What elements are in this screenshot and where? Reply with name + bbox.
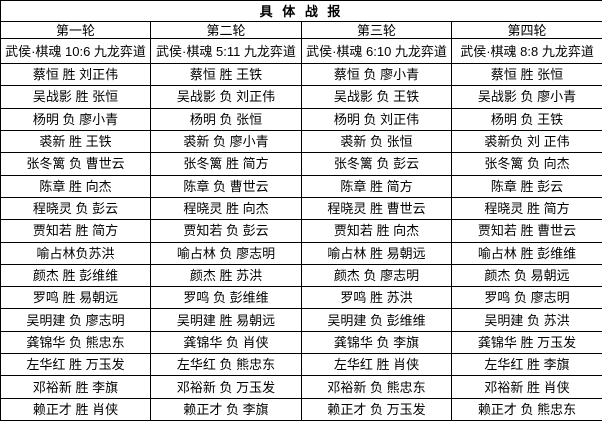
match-result-cell: 邓裕新 负 万玉发 <box>150 375 302 399</box>
title-row: 具 体 战 报 <box>0 0 602 22</box>
match-result-cell: 张冬篱 胜 简方 <box>150 152 302 176</box>
match-result-cell: 裘新 负 廖小青 <box>150 129 302 154</box>
table-row: 赖正才 胜 肖侠 赖正才 负 李旗 赖正才 负 万玉发 赖正才 负 熊忠东 <box>0 397 602 421</box>
match-result-cell: 龚锦华 负 熊忠东 <box>0 330 151 355</box>
match-result-cell: 罗鸣 负 彭维维 <box>150 286 302 310</box>
match-result-cell: 裘新 负 张恒 <box>301 129 452 154</box>
match-result-cell: 吴战影 胜 张恒 <box>0 85 151 109</box>
match-result-cell: 左华红 胜 肖侠 <box>301 353 452 377</box>
match-result-cell: 杨明 负 刘正伟 <box>301 107 452 131</box>
match-result-cell: 吴明建 负 彭维维 <box>301 308 452 332</box>
match-result-cell: 邓裕新 胜 肖侠 <box>450 375 602 399</box>
match-result-cell: 张冬篱 负 曹世云 <box>0 152 151 176</box>
match-result-cell: 杨明 负 廖小青 <box>0 107 151 131</box>
match-result-cell: 喻占林 胜 易朝远 <box>301 241 452 265</box>
table-row: 邓裕新 胜 李旗 邓裕新 负 万玉发 邓裕新 负 熊忠东 邓裕新 胜 肖侠 <box>0 375 602 399</box>
match-result-cell: 左华红 负 熊忠东 <box>150 353 302 377</box>
round-header-1: 第一轮 <box>0 21 151 39</box>
match-result-cell: 蔡恒 胜 王铁 <box>150 62 302 87</box>
match-result-cell: 赖正才 负 万玉发 <box>301 397 452 421</box>
match-result-cell: 龚锦华 负 肖侠 <box>150 330 302 355</box>
match-result-cell: 颜杰 胜 苏洪 <box>150 263 302 288</box>
match-result-cell: 喻占林负苏洪 <box>0 241 151 265</box>
match-result-cell: 贾知若 负 彭云 <box>150 219 302 243</box>
header-row: 第一轮 第二轮 第三轮 第四轮 <box>0 21 602 39</box>
match-result-cell: 蔡恒 负 廖小青 <box>301 62 452 87</box>
round-score-link-4[interactable]: 武侯·棋魂 8:8 九龙弈道 <box>450 38 602 64</box>
match-result-cell: 邓裕新 胜 李旗 <box>0 375 151 399</box>
match-result-cell: 陈章 胜 简方 <box>301 174 452 198</box>
match-result-cell: 罗鸣 胜 易朝远 <box>0 286 151 310</box>
match-result-cell: 裘新负 刘 正伟 <box>450 129 602 154</box>
match-result-cell: 颜杰 负 易朝远 <box>450 263 602 288</box>
match-result-cell: 赖正才 负 熊忠东 <box>450 397 602 421</box>
table-row: 蔡恒 胜 刘正伟 蔡恒 胜 王铁 蔡恒 负 廖小青 蔡恒 胜 张恒 <box>0 62 602 87</box>
match-result-cell: 赖正才 胜 肖侠 <box>0 397 151 421</box>
table-row: 吴明建 负 廖志明 吴明建 胜 易朝远 吴明建 负 彭维维 吴明建 负 苏洪 <box>0 308 602 332</box>
table-row: 程晓灵 负 彭云 程晓灵 胜 向杰 程晓灵 胜 曹世云 程晓灵 胜 简方 <box>0 196 602 221</box>
match-result-cell: 程晓灵 负 彭云 <box>0 196 151 221</box>
match-result-cell: 杨明 负 王铁 <box>450 107 602 131</box>
match-result-cell: 吴战影 负 王铁 <box>301 85 452 109</box>
report-title: 具 体 战 报 <box>0 0 602 22</box>
match-result-cell: 吴明建 胜 易朝远 <box>150 308 302 332</box>
match-result-cell: 裘新 胜 王铁 <box>0 129 151 154</box>
match-result-cell: 龚锦华 胜 万玉发 <box>450 330 602 355</box>
match-result-cell: 吴战影 负 廖小青 <box>450 85 602 109</box>
table-row: 陈章 胜 向杰 陈章 负 曹世云 陈章 胜 简方 陈章 胜 彭云 <box>0 174 602 198</box>
match-result-cell: 张冬篱 负 向杰 <box>450 152 602 176</box>
match-result-cell: 吴战影 负 刘正伟 <box>150 85 302 109</box>
match-result-cell: 吴明建 负 廖志明 <box>0 308 151 332</box>
match-result-cell: 左华红 胜 李旗 <box>450 353 602 377</box>
match-result-cell: 程晓灵 胜 曹世云 <box>301 196 452 221</box>
table-row: 颜杰 胜 彭维维 颜杰 胜 苏洪 颜杰 负 廖志明 颜杰 负 易朝远 <box>0 263 602 288</box>
match-result-cell: 龚锦华 负 李旗 <box>301 330 452 355</box>
match-result-cell: 陈章 胜 向杰 <box>0 174 151 198</box>
match-result-cell: 贾知若 胜 曹世云 <box>450 219 602 243</box>
table-row: 罗鸣 胜 易朝远 罗鸣 负 彭维维 罗鸣 胜 苏洪 罗鸣 负 廖志明 <box>0 286 602 310</box>
table-row: 张冬篱 负 曹世云 张冬篱 胜 简方 张冬篱 负 彭云 张冬篱 负 向杰 <box>0 152 602 176</box>
match-result-cell: 罗鸣 胜 苏洪 <box>301 286 452 310</box>
match-result-cell: 左华红 胜 万玉发 <box>0 353 151 377</box>
table-row: 裘新 胜 王铁 裘新 负 廖小青 裘新 负 张恒 裘新负 刘 正伟 <box>0 129 602 154</box>
match-result-cell: 邓裕新 负 熊忠东 <box>301 375 452 399</box>
round-header-2: 第二轮 <box>150 21 302 39</box>
match-result-cell: 陈章 负 曹世云 <box>150 174 302 198</box>
score-row: 武侯·棋魂 10:6 九龙弈道 武侯·棋魂 5:11 九龙弈道 武侯·棋魂 6:… <box>0 38 602 64</box>
round-score-link-3[interactable]: 武侯·棋魂 6:10 九龙弈道 <box>301 38 452 64</box>
round-score-link-2[interactable]: 武侯·棋魂 5:11 九龙弈道 <box>150 38 302 64</box>
round-header-3: 第三轮 <box>301 21 452 39</box>
match-result-cell: 罗鸣 负 廖志明 <box>450 286 602 310</box>
round-score-link-1[interactable]: 武侯·棋魂 10:6 九龙弈道 <box>0 38 151 64</box>
round-header-4: 第四轮 <box>450 21 602 39</box>
table-row: 吴战影 胜 张恒 吴战影 负 刘正伟 吴战影 负 王铁 吴战影 负 廖小青 <box>0 85 602 109</box>
match-result-cell: 蔡恒 胜 刘正伟 <box>0 62 151 87</box>
table-row: 左华红 胜 万玉发 左华红 负 熊忠东 左华红 胜 肖侠 左华红 胜 李旗 <box>0 353 602 377</box>
match-result-cell: 张冬篱 负 彭云 <box>301 152 452 176</box>
match-result-cell: 蔡恒 胜 张恒 <box>450 62 602 87</box>
match-result-cell: 喻占林 胜 彭维维 <box>450 241 602 265</box>
match-result-cell: 陈章 胜 彭云 <box>450 174 602 198</box>
table-row: 贾知若 胜 简方 贾知若 负 彭云 贾知若 胜 向杰 贾知若 胜 曹世云 <box>0 219 602 243</box>
match-result-cell: 贾知若 胜 向杰 <box>301 219 452 243</box>
match-result-cell: 赖正才 负 李旗 <box>150 397 302 421</box>
table-row: 喻占林负苏洪 喻占林 负 廖志明 喻占林 胜 易朝远 喻占林 胜 彭维维 <box>0 241 602 265</box>
match-result-cell: 杨明 负 张恒 <box>150 107 302 131</box>
match-result-cell: 喻占林 负 廖志明 <box>150 241 302 265</box>
match-result-cell: 颜杰 胜 彭维维 <box>0 263 151 288</box>
table-row: 杨明 负 廖小青 杨明 负 张恒 杨明 负 刘正伟 杨明 负 王铁 <box>0 107 602 131</box>
match-result-cell: 贾知若 胜 简方 <box>0 219 151 243</box>
match-result-cell: 程晓灵 胜 简方 <box>450 196 602 221</box>
match-result-cell: 颜杰 负 廖志明 <box>301 263 452 288</box>
table-row: 龚锦华 负 熊忠东 龚锦华 负 肖侠 龚锦华 负 李旗 龚锦华 胜 万玉发 <box>0 330 602 355</box>
match-result-cell: 程晓灵 胜 向杰 <box>150 196 302 221</box>
match-result-cell: 吴明建 负 苏洪 <box>450 308 602 332</box>
